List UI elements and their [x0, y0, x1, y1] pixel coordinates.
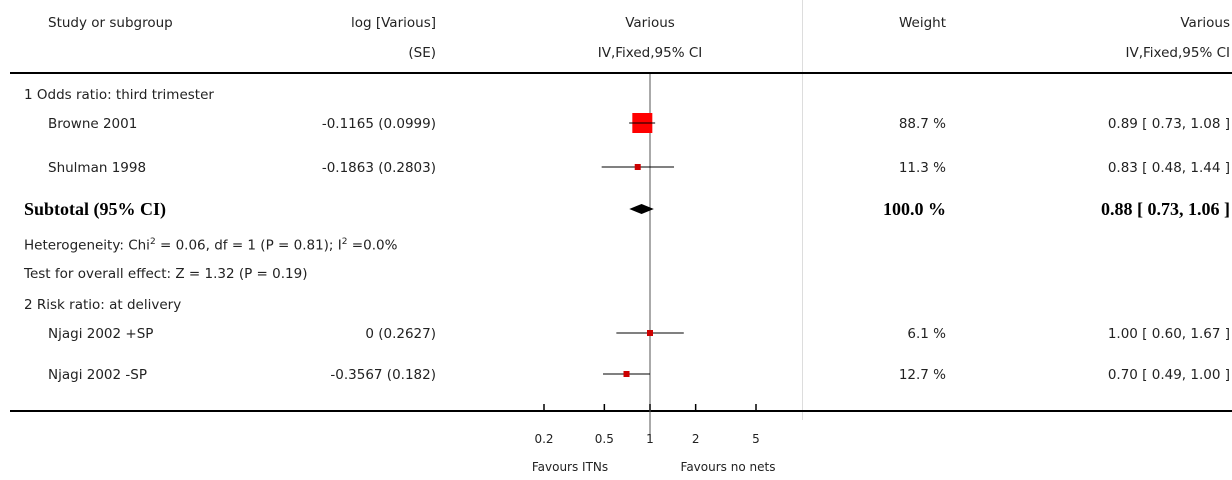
axis-tick-label: 2	[692, 432, 700, 446]
subtotal-label: Subtotal (95% CI)	[24, 199, 167, 219]
study-weight: 88.7 %	[898, 116, 946, 132]
subgroup2-title: 2 Risk ratio: at delivery	[24, 297, 182, 313]
heterogeneity-text: Heterogeneity: Chi2 = 0.06, df = 1 (P = …	[24, 237, 398, 254]
favours-right-label: Favours no nets	[680, 460, 776, 474]
header-logse-line2: (SE)	[408, 45, 436, 61]
study-square	[647, 330, 653, 336]
study-weight: 6.1 %	[907, 326, 946, 342]
study-weight: 12.7 %	[898, 367, 946, 383]
bottom-rule	[10, 410, 1232, 412]
study-name: Njagi 2002 +SP	[48, 326, 154, 342]
study-ci: 0.70 [ 0.49, 1.00 ]	[1107, 367, 1230, 383]
header-ci-line2: IV,Fixed,95% CI	[1125, 45, 1231, 61]
study-logse: -0.1863 (0.2803)	[321, 160, 436, 176]
header-plot-line2: IV,Fixed,95% CI	[597, 45, 703, 61]
study-weight: 11.3 %	[898, 160, 946, 176]
favours-left-label: Favours ITNs	[531, 460, 609, 474]
header-rule	[10, 72, 1232, 74]
header-logse-line1: log [Various]	[350, 15, 436, 31]
overall-effect-text: Test for overall effect: Z = 1.32 (P = 0…	[24, 266, 308, 282]
axis-tick-label: 0.2	[534, 432, 553, 446]
study-name: Njagi 2002 -SP	[48, 367, 147, 383]
study-ci: 1.00 [ 0.60, 1.67 ]	[1107, 326, 1230, 342]
subtotal-weight: 100.0 %	[883, 199, 946, 219]
subtotal-ci: 0.88 [ 0.73, 1.06 ]	[1101, 199, 1230, 219]
study-logse: -0.3567 (0.182)	[330, 367, 436, 383]
axis-tick-label: 1	[646, 432, 654, 446]
study-logse: -0.1165 (0.0999)	[321, 116, 436, 132]
axis-tick-label: 5	[752, 432, 760, 446]
header-study: Study or subgroup	[48, 15, 173, 31]
study-name: Shulman 1998	[48, 160, 147, 176]
study-name: Browne 2001	[48, 116, 138, 132]
subgroup1-title: 1 Odds ratio: third trimester	[24, 87, 214, 103]
subtotal-diamond	[629, 204, 654, 214]
axis-tick-label: 0.5	[595, 432, 614, 446]
study-logse: 0 (0.2627)	[365, 326, 436, 342]
header-plot-line1: Various	[625, 15, 675, 31]
study-ci: 0.89 [ 0.73, 1.08 ]	[1107, 116, 1230, 132]
header-ci-line1: Various	[1180, 15, 1230, 31]
column-separator	[802, 0, 803, 420]
study-ci: 0.83 [ 0.48, 1.44 ]	[1107, 160, 1230, 176]
study-square	[634, 164, 641, 170]
header-weight: Weight	[898, 15, 946, 31]
study-square	[623, 371, 630, 377]
